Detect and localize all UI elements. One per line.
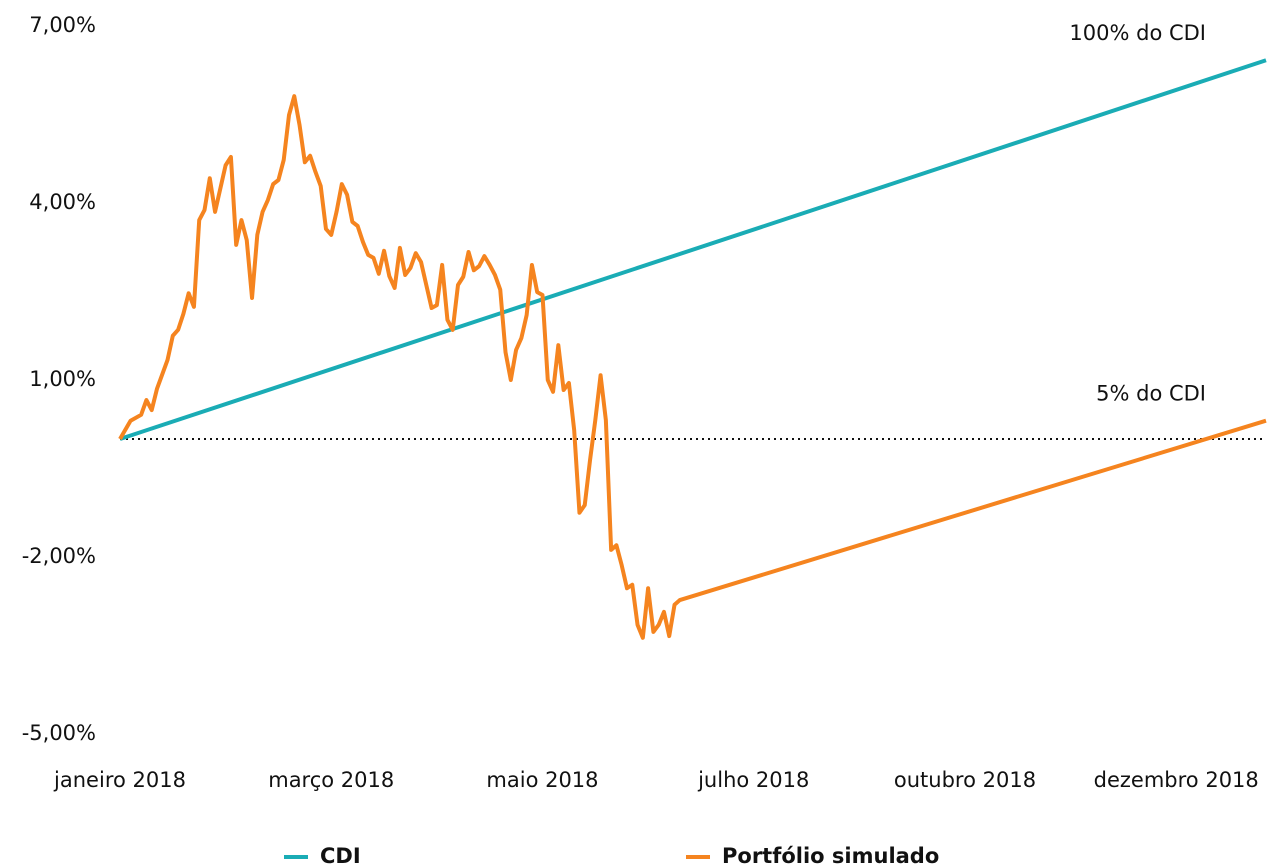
x-tick-label: outubro 2018: [894, 768, 1036, 792]
y-tick-label: -5,00%: [22, 721, 96, 745]
x-tick-label: março 2018: [268, 768, 394, 792]
series-line: [118, 94, 1267, 640]
y-tick-label: 7,00%: [29, 13, 96, 37]
x-tick-label: janeiro 2018: [53, 768, 186, 792]
legend-text: Portfólio simulado: [722, 844, 939, 868]
series-line: [119, 58, 1267, 441]
y-tick-label: 1,00%: [29, 367, 96, 391]
x-tick-label: dezembro 2018: [1094, 768, 1259, 792]
legend-text: CDI: [320, 844, 361, 868]
annotation: 100% do CDI: [1069, 21, 1206, 45]
y-tick-label: 4,00%: [29, 190, 96, 214]
annotation: 5% do CDI: [1096, 382, 1206, 406]
y-tick-label: -2,00%: [22, 544, 96, 568]
x-tick-label: maio 2018: [486, 768, 598, 792]
x-tick-label: julho 2018: [697, 768, 809, 792]
